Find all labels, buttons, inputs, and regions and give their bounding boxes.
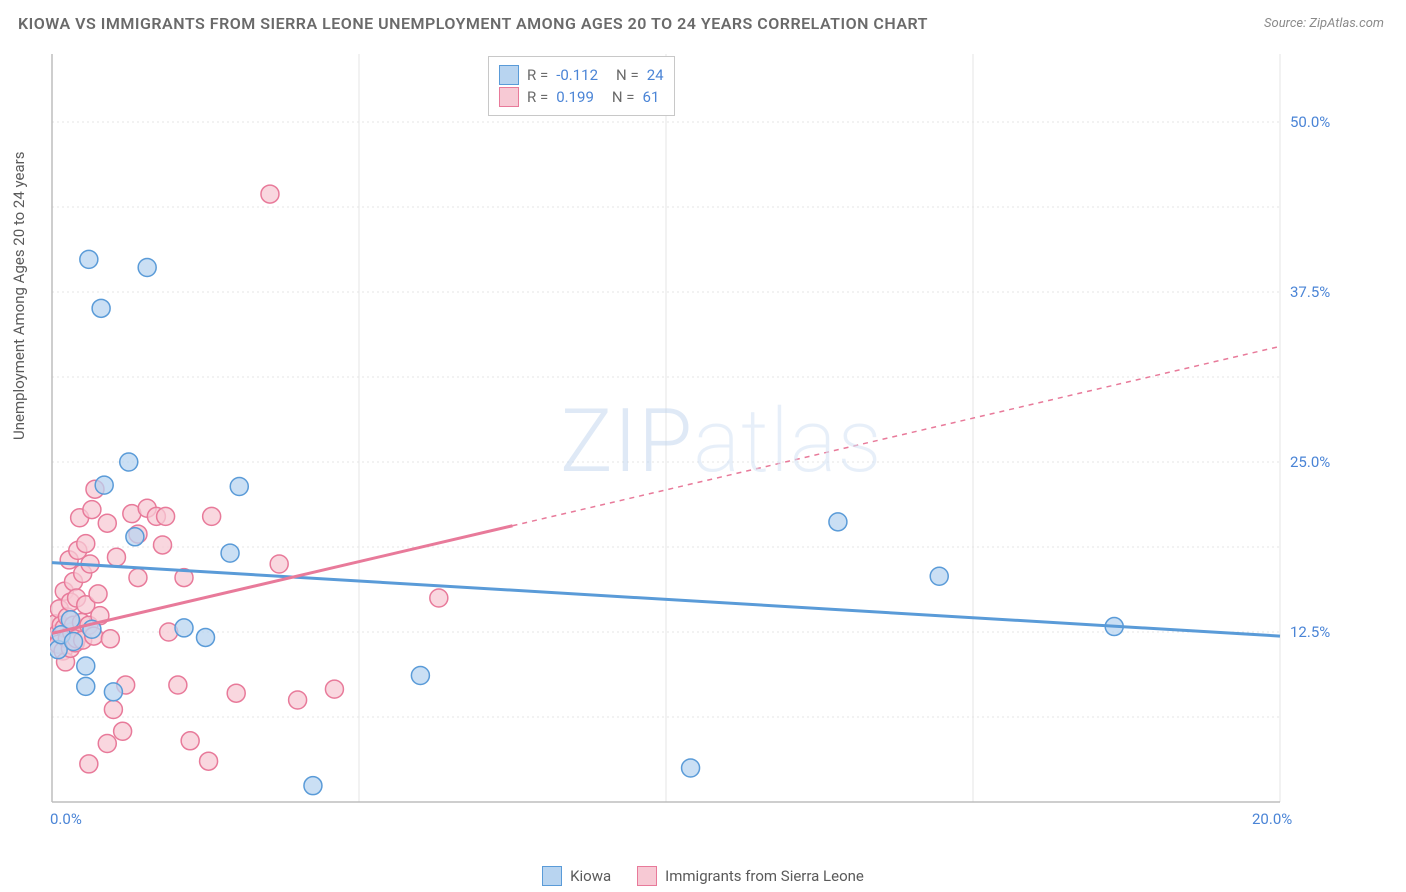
- svg-text:50.0%: 50.0%: [1290, 113, 1330, 131]
- legend-swatch-kiowa: [542, 866, 562, 886]
- correlation-stats-box: R = -0.112 N = 24 R = 0.199 N = 61: [488, 56, 675, 116]
- n-value-kiowa: 24: [647, 66, 664, 84]
- legend-swatch-sierra: [637, 866, 657, 886]
- r-value-sierra: 0.199: [556, 88, 594, 106]
- legend-item-kiowa: Kiowa: [542, 866, 611, 886]
- bottom-legend: Kiowa Immigrants from Sierra Leone: [0, 866, 1406, 886]
- stats-row-sierra: R = 0.199 N = 61: [499, 87, 664, 107]
- chart-svg: 12.5% 25.0% 37.5% 50.0% 0.0% 20.0%: [50, 48, 1340, 838]
- svg-text:37.5%: 37.5%: [1290, 283, 1330, 301]
- chart-plot-area: 12.5% 25.0% 37.5% 50.0% 0.0% 20.0%: [50, 48, 1340, 838]
- stats-row-kiowa: R = -0.112 N = 24: [499, 65, 664, 85]
- legend-label-sierra: Immigrants from Sierra Leone: [665, 867, 864, 885]
- n-label: N =: [616, 66, 639, 84]
- r-value-kiowa: -0.112: [556, 66, 598, 84]
- source-label: Source: ZipAtlas.com: [1264, 16, 1384, 31]
- y-axis-label: Unemployment Among Ages 20 to 24 years: [10, 152, 28, 440]
- chart-title: KIOWA VS IMMIGRANTS FROM SIERRA LEONE UN…: [18, 14, 928, 33]
- svg-text:25.0%: 25.0%: [1290, 453, 1330, 471]
- r-label: R =: [527, 88, 548, 106]
- svg-text:0.0%: 0.0%: [50, 810, 82, 828]
- legend-item-sierra: Immigrants from Sierra Leone: [637, 866, 864, 886]
- legend-label-kiowa: Kiowa: [570, 867, 611, 885]
- svg-text:12.5%: 12.5%: [1290, 623, 1330, 641]
- svg-text:20.0%: 20.0%: [1252, 810, 1292, 828]
- swatch-sierra: [499, 87, 519, 107]
- n-value-sierra: 61: [643, 88, 660, 106]
- n-label: N =: [612, 88, 635, 106]
- swatch-kiowa: [499, 65, 519, 85]
- r-label: R =: [527, 66, 548, 84]
